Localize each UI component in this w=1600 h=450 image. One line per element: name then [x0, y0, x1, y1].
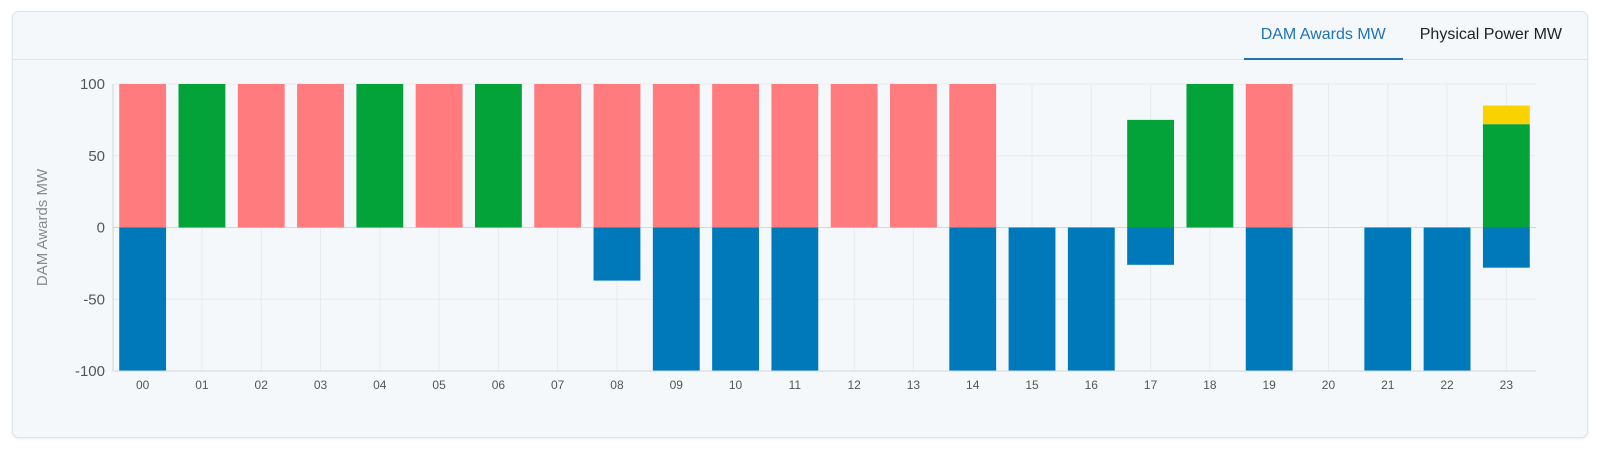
x-tick-label: 03: [314, 378, 328, 392]
bar-blue-11: [771, 227, 819, 371]
x-tick-label: 06: [492, 378, 506, 392]
bar-pink-09: [652, 84, 700, 228]
bar-green-01: [178, 84, 226, 228]
bar-yellow-23: [1482, 105, 1530, 125]
bar-pink-10: [712, 84, 759, 228]
bar-blue-14: [949, 227, 997, 371]
x-tick-label: 16: [1085, 378, 1099, 392]
bar-pink-03: [297, 84, 344, 228]
bar-blue-08: [593, 227, 641, 281]
chart-card: DAM Awards MW Physical Power MW 100 50 0 -5…: [12, 11, 1588, 438]
x-tick-label: 11: [789, 378, 802, 392]
tab-bar: DAM Awards MW Physical Power MW: [1243, 12, 1579, 60]
bar-blue-21: [1364, 227, 1412, 371]
y-tick-label: 50: [88, 148, 105, 165]
bar-blue-17: [1127, 227, 1175, 265]
x-tick-label: 21: [1381, 378, 1395, 392]
bar-blue-10: [712, 227, 759, 371]
bar-blue-23: [1482, 227, 1530, 268]
x-tick-label: 05: [432, 378, 446, 392]
x-tick-label: 20: [1322, 378, 1336, 392]
bar-pink-07: [534, 84, 582, 228]
bar-pink-05: [415, 84, 463, 228]
x-tick-label: 14: [966, 378, 980, 392]
x-tick-label: 09: [670, 378, 684, 392]
bar-pink-14: [949, 84, 997, 228]
bar-blue-22: [1423, 227, 1471, 371]
bar-blue-00: [119, 227, 167, 371]
x-tick-label: 19: [1263, 378, 1277, 392]
x-tick-label: 04: [373, 378, 387, 392]
tab-dam-awards-mw[interactable]: DAM Awards MW: [1243, 12, 1403, 60]
x-tick-label: 08: [610, 378, 624, 392]
bar-green-18: [1186, 84, 1234, 228]
y-tick-label: -50: [83, 291, 105, 308]
x-tick-label: 22: [1440, 378, 1454, 392]
bar-pink-08: [593, 84, 641, 228]
bar-green-04: [356, 84, 404, 228]
x-tick-label: 02: [255, 378, 269, 392]
bar-pink-12: [830, 84, 878, 228]
bar-blue-15: [1008, 227, 1056, 371]
bar-pink-00: [119, 84, 167, 228]
x-tick-label: 23: [1500, 378, 1514, 392]
x-tick-label: 01: [195, 378, 209, 392]
x-tick-label: 18: [1203, 378, 1217, 392]
x-tick-label: 00: [136, 378, 150, 392]
y-tick-label: -100: [75, 363, 105, 380]
x-tick-label: 10: [729, 378, 743, 392]
y-tick-label: 0: [97, 220, 105, 237]
bar-pink-02: [237, 84, 285, 228]
y-axis-title: DAM Awards MW: [34, 168, 51, 286]
bar-pink-11: [771, 84, 819, 228]
y-tick-label: 100: [80, 76, 105, 93]
x-tick-label: 13: [907, 378, 921, 392]
bar-pink-19: [1245, 84, 1293, 228]
bar-green-06: [474, 84, 522, 228]
bar-blue-16: [1067, 227, 1115, 371]
card-header: DAM Awards MW Physical Power MW: [13, 12, 1587, 60]
bar-green-17: [1127, 119, 1175, 228]
tab-physical-power-mw[interactable]: Physical Power MW: [1419, 26, 1562, 43]
x-tick-label: 17: [1144, 378, 1158, 392]
x-tick-label: 12: [847, 378, 861, 392]
bar-pink-13: [890, 84, 937, 228]
bar-blue-09: [652, 227, 700, 371]
bar-green-23: [1482, 124, 1530, 228]
bar-blue-19: [1245, 227, 1293, 371]
x-tick-label: 15: [1025, 378, 1039, 392]
x-tick-label: 07: [551, 378, 565, 392]
bar-chart: 100 50 0 -50 -100 00 01 02 03 04 05 06 07 08 09 10 11 12 1…: [34, 76, 1536, 392]
